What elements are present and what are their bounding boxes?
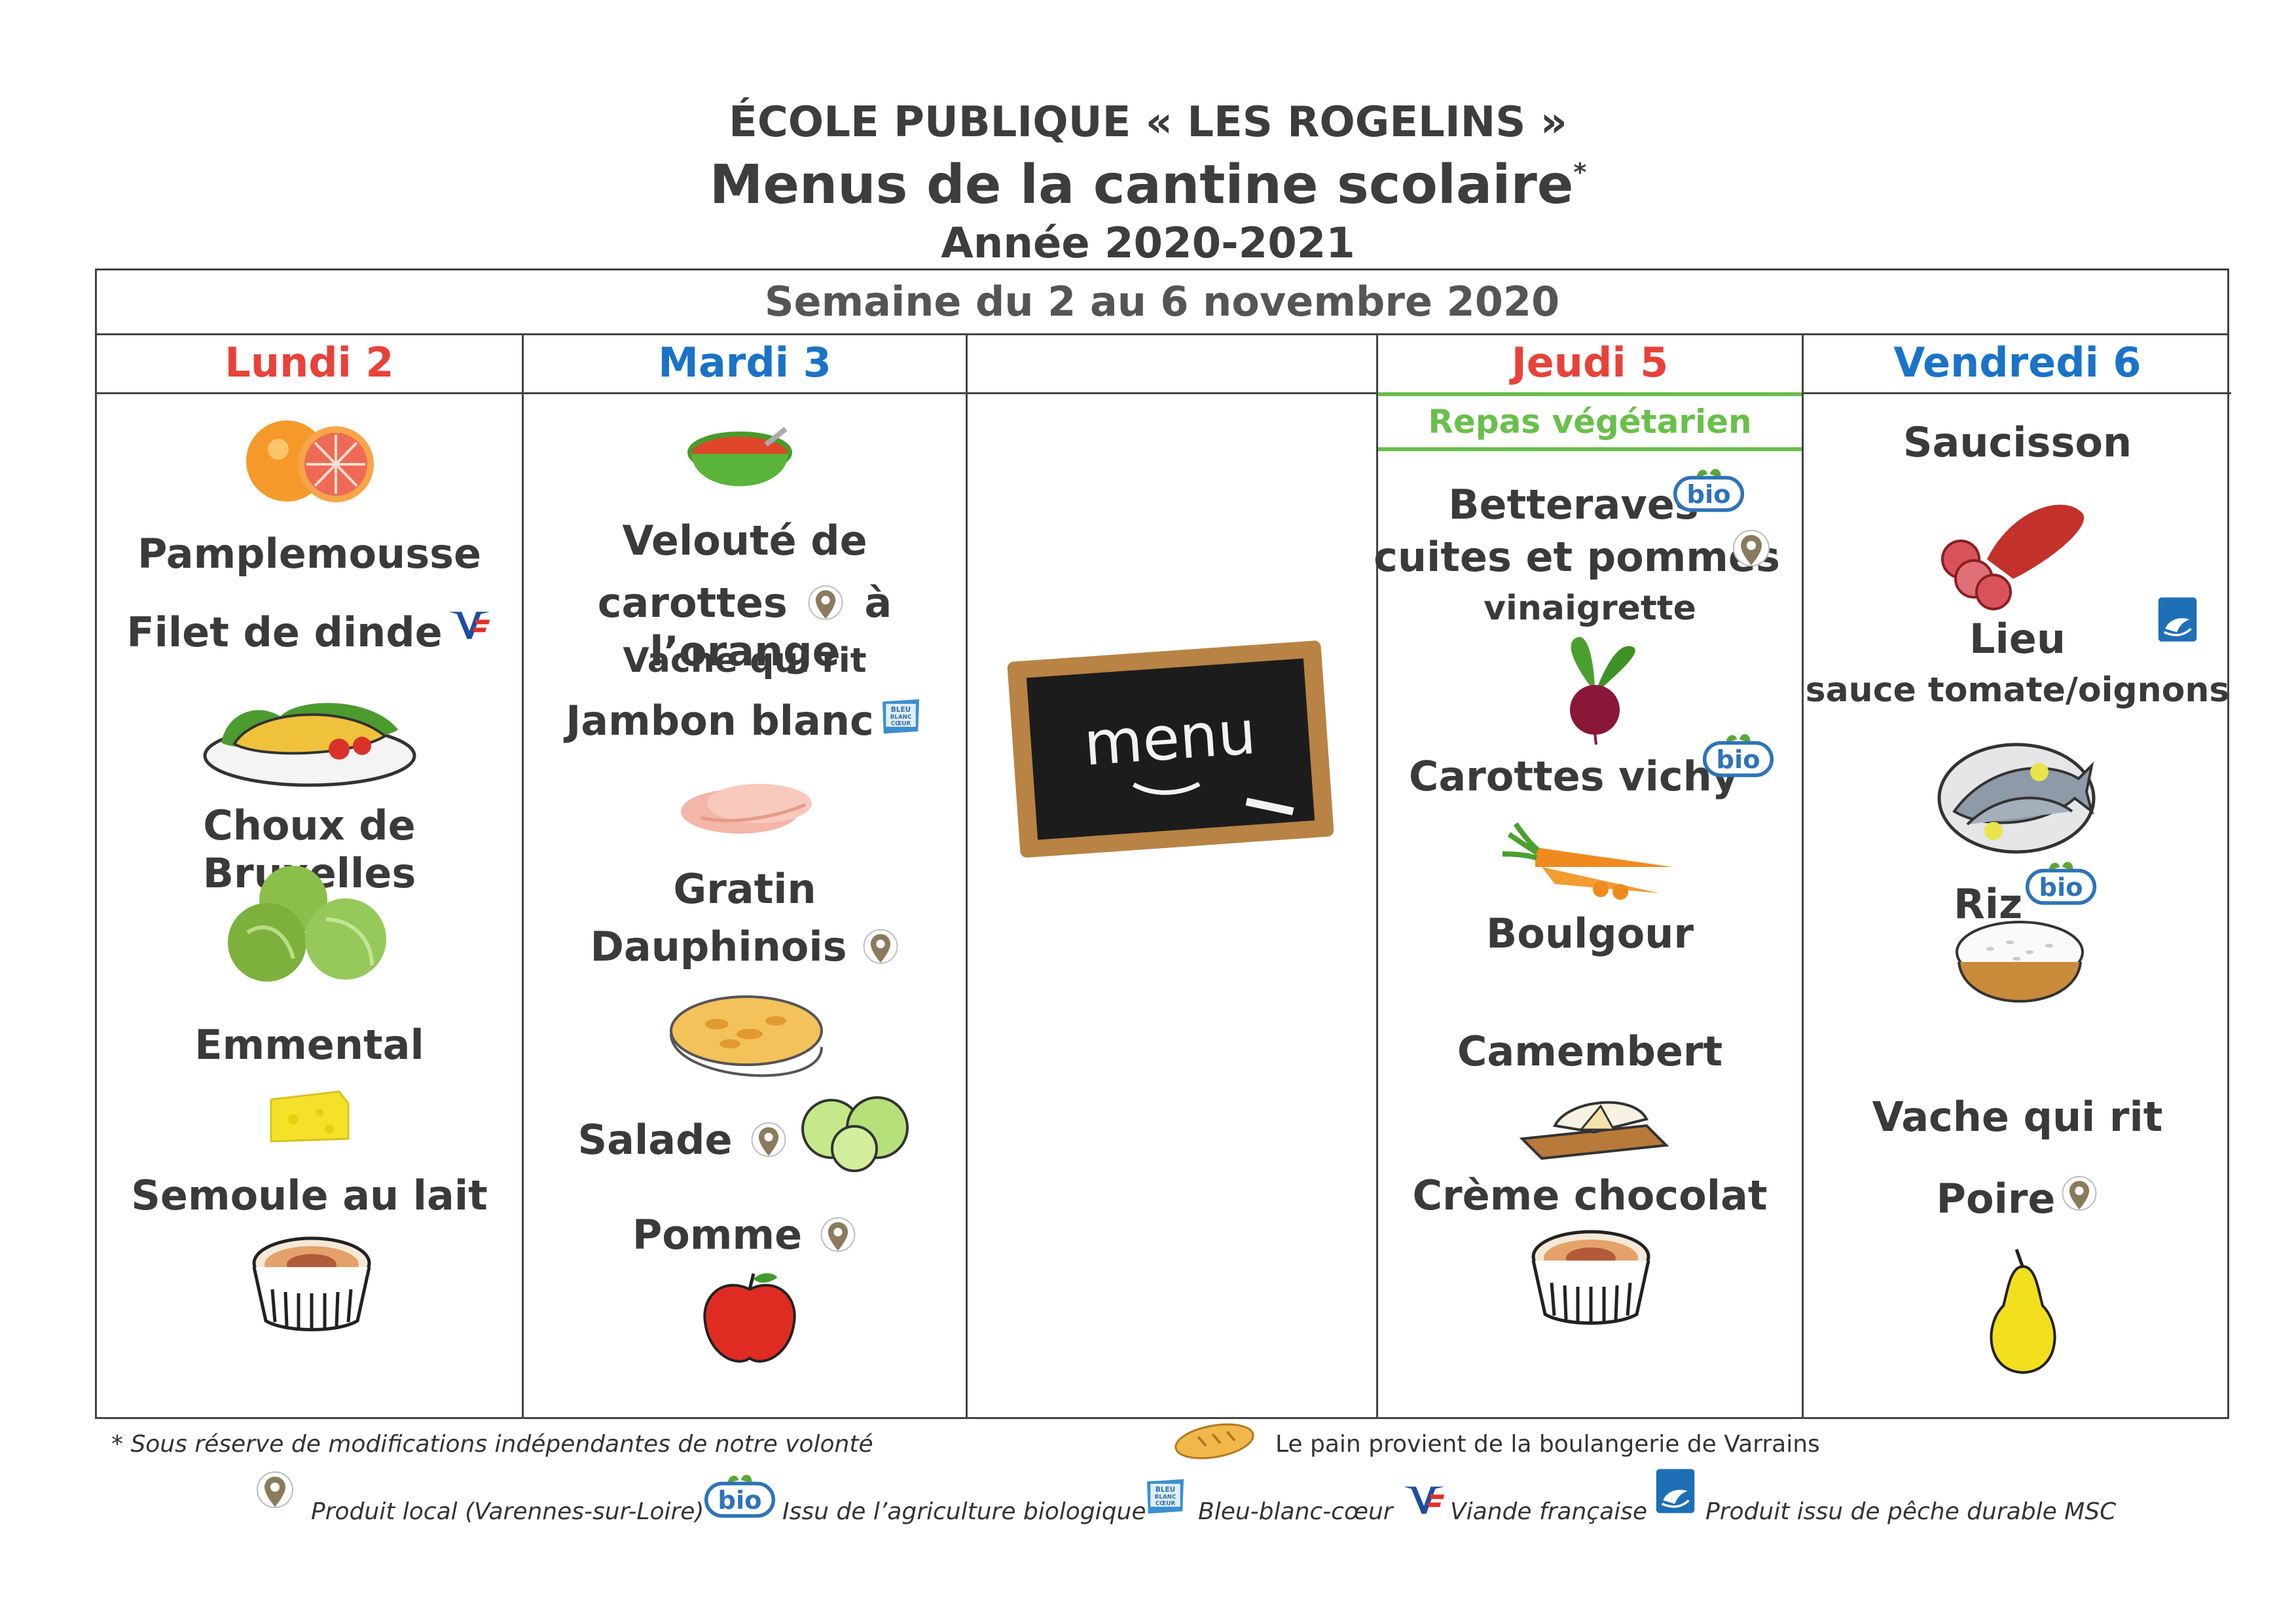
menu-item: carottes à l’orange: [524, 579, 966, 675]
menu-item: Vache qui rit: [1872, 1093, 2163, 1141]
menu-item-label: Jambon blanc: [566, 697, 874, 745]
legend-local: Produit local (Varennes-sur-Loire): [311, 1498, 704, 1525]
local-product-icon: [1730, 528, 1772, 574]
page-title: Menus de la cantine scolaire*: [0, 154, 2296, 216]
ham-icon: [681, 784, 812, 834]
bio-icon: [1702, 729, 1774, 778]
title-text: Menus de la cantine scolaire: [709, 154, 1574, 216]
day-header-monday: Lundi 2: [97, 333, 522, 394]
menu-item: Saucisson: [1903, 418, 2132, 466]
menu-item-label: Pomme: [632, 1211, 803, 1259]
turkey-plate-icon: [203, 703, 416, 787]
day-column-friday: Vendredi 6 Saucisson Lieu sauce tomate/o…: [1804, 333, 2231, 1417]
footnote: * Sous réserve de modifications indépend…: [111, 1431, 873, 1458]
carrots-icon: [1502, 822, 1673, 900]
local-product-icon: [862, 928, 900, 971]
menu-item-label: Poire: [1936, 1175, 2056, 1223]
menu-item-label: carottes: [597, 579, 788, 627]
viande-francaise-icon: [1401, 1483, 1447, 1517]
fish-plate-icon: [1937, 743, 2096, 854]
menu-item: Velouté de: [622, 517, 867, 564]
menu-item: Salade: [399, 1116, 966, 1164]
chalkboard-menu-icon: menu: [1007, 640, 1334, 858]
camembert-icon: [1519, 1101, 1669, 1160]
menu-item-label: Filet de dinde: [126, 608, 443, 656]
menu-item: Riz: [1953, 880, 2023, 928]
soup-bowl-icon: [687, 426, 792, 487]
day-column-monday: Lundi 2 Pamplemousse Filet de dinde Chou…: [97, 333, 524, 1417]
school-name: ÉCOLE PUBLIQUE « LES ROGELINS »: [729, 98, 1567, 147]
menu-item: Boulgour: [1486, 910, 1694, 957]
bleu-blanc-coeur-icon: [878, 697, 924, 737]
menu-item: Filet de dinde: [97, 608, 522, 656]
bread-icon: [1175, 1423, 1254, 1460]
day-header-wednesday: [968, 333, 1376, 394]
bread-note: Le pain provient de la boulangerie de Va…: [1275, 1431, 1820, 1458]
pear-icon: [1990, 1249, 2056, 1375]
bio-icon: [704, 1470, 776, 1519]
legend-msc: Produit issu de pêche durable MSC: [1705, 1498, 2117, 1525]
legend-vf: Viande française: [1450, 1498, 1648, 1525]
menu-item: Semoule au lait: [131, 1172, 488, 1219]
menu-item: Lieu: [1969, 615, 2066, 663]
msc-icon: [1655, 1467, 1696, 1515]
menu-item: Poire: [1804, 1175, 2231, 1223]
week-label: Semaine du 2 au 6 novembre 2020: [97, 270, 2227, 335]
menu-item: Gratin: [673, 865, 816, 913]
chalkboard-text: menu: [1082, 697, 1258, 779]
menu-item: Pomme: [524, 1211, 966, 1259]
legend-bbc: Bleu-blanc-cœur: [1198, 1498, 1393, 1525]
menu-item-label: Dauphinois: [590, 923, 847, 970]
menu-item: Betteraves: [1448, 481, 1699, 528]
ramekin-dessert-icon: [1525, 1224, 1656, 1329]
vegetarian-banner: Repas végétarien: [1378, 392, 1802, 451]
menu-item-label: Salade: [577, 1116, 733, 1164]
day-column-thursday: Jeudi 5 Repas végétarien Betteraves cuit…: [1374, 333, 1804, 1417]
apple-icon: [703, 1273, 796, 1363]
title-asterisk: *: [1573, 158, 1587, 187]
menu-item: Camembert: [1457, 1027, 1723, 1075]
school-year: Année 2020-2021: [941, 219, 1355, 268]
menu-item: Pamplemousse: [137, 530, 482, 578]
brussels-sprouts-icon: [228, 866, 386, 982]
menu-item: sauce tomate/oignons: [1805, 671, 2230, 710]
local-product-icon: [254, 1470, 296, 1516]
menu-item: Jambon blanc: [524, 697, 966, 745]
local-product-icon: [2060, 1175, 2098, 1218]
cheese-icon: [270, 1090, 350, 1143]
lettuce-icon: [801, 1096, 909, 1172]
bio-icon: [2025, 857, 2097, 906]
rice-bowl-icon: [1956, 921, 2084, 1003]
menu-item: cuites et pommes: [1374, 533, 1780, 581]
menu-item: Carottes vichy: [1408, 752, 1739, 800]
menu-item-label: à l’orange: [649, 579, 892, 675]
beetroot-icon: [1570, 637, 1635, 745]
ramekin-dessert-icon: [246, 1230, 377, 1335]
msc-icon: [2157, 595, 2198, 644]
menu-item: Vache qui rit: [623, 641, 867, 680]
local-product-icon: [819, 1216, 857, 1259]
day-column-wednesday: menu: [968, 333, 1378, 1417]
sausage-icon: [1941, 504, 2085, 610]
bio-icon: [1673, 464, 1745, 513]
day-column-tuesday: Mardi 3 Velouté de carottes à l’orange V…: [524, 333, 968, 1417]
menu-item: Crème chocolat: [1412, 1172, 1768, 1219]
menu-table: Semaine du 2 au 6 novembre 2020 Lundi 2 …: [95, 268, 2231, 1419]
menu-item: Dauphinois: [524, 923, 966, 971]
day-header-friday: Vendredi 6: [1804, 333, 2231, 394]
grapefruit-icon: [246, 420, 374, 502]
gratin-dish-icon: [670, 995, 823, 1077]
bleu-blanc-coeur-icon: [1142, 1477, 1188, 1517]
viande-francaise-icon: [446, 608, 492, 642]
local-product-icon: [807, 584, 845, 627]
day-header-thursday: Jeudi 5: [1378, 333, 1802, 394]
local-product-icon: [750, 1121, 788, 1164]
day-header-tuesday: Mardi 3: [524, 333, 966, 394]
menu-item: Emmental: [194, 1021, 424, 1069]
menu-item: vinaigrette: [1484, 589, 1696, 628]
legend-bio: Issu de l’agriculture biologique: [782, 1498, 1146, 1525]
